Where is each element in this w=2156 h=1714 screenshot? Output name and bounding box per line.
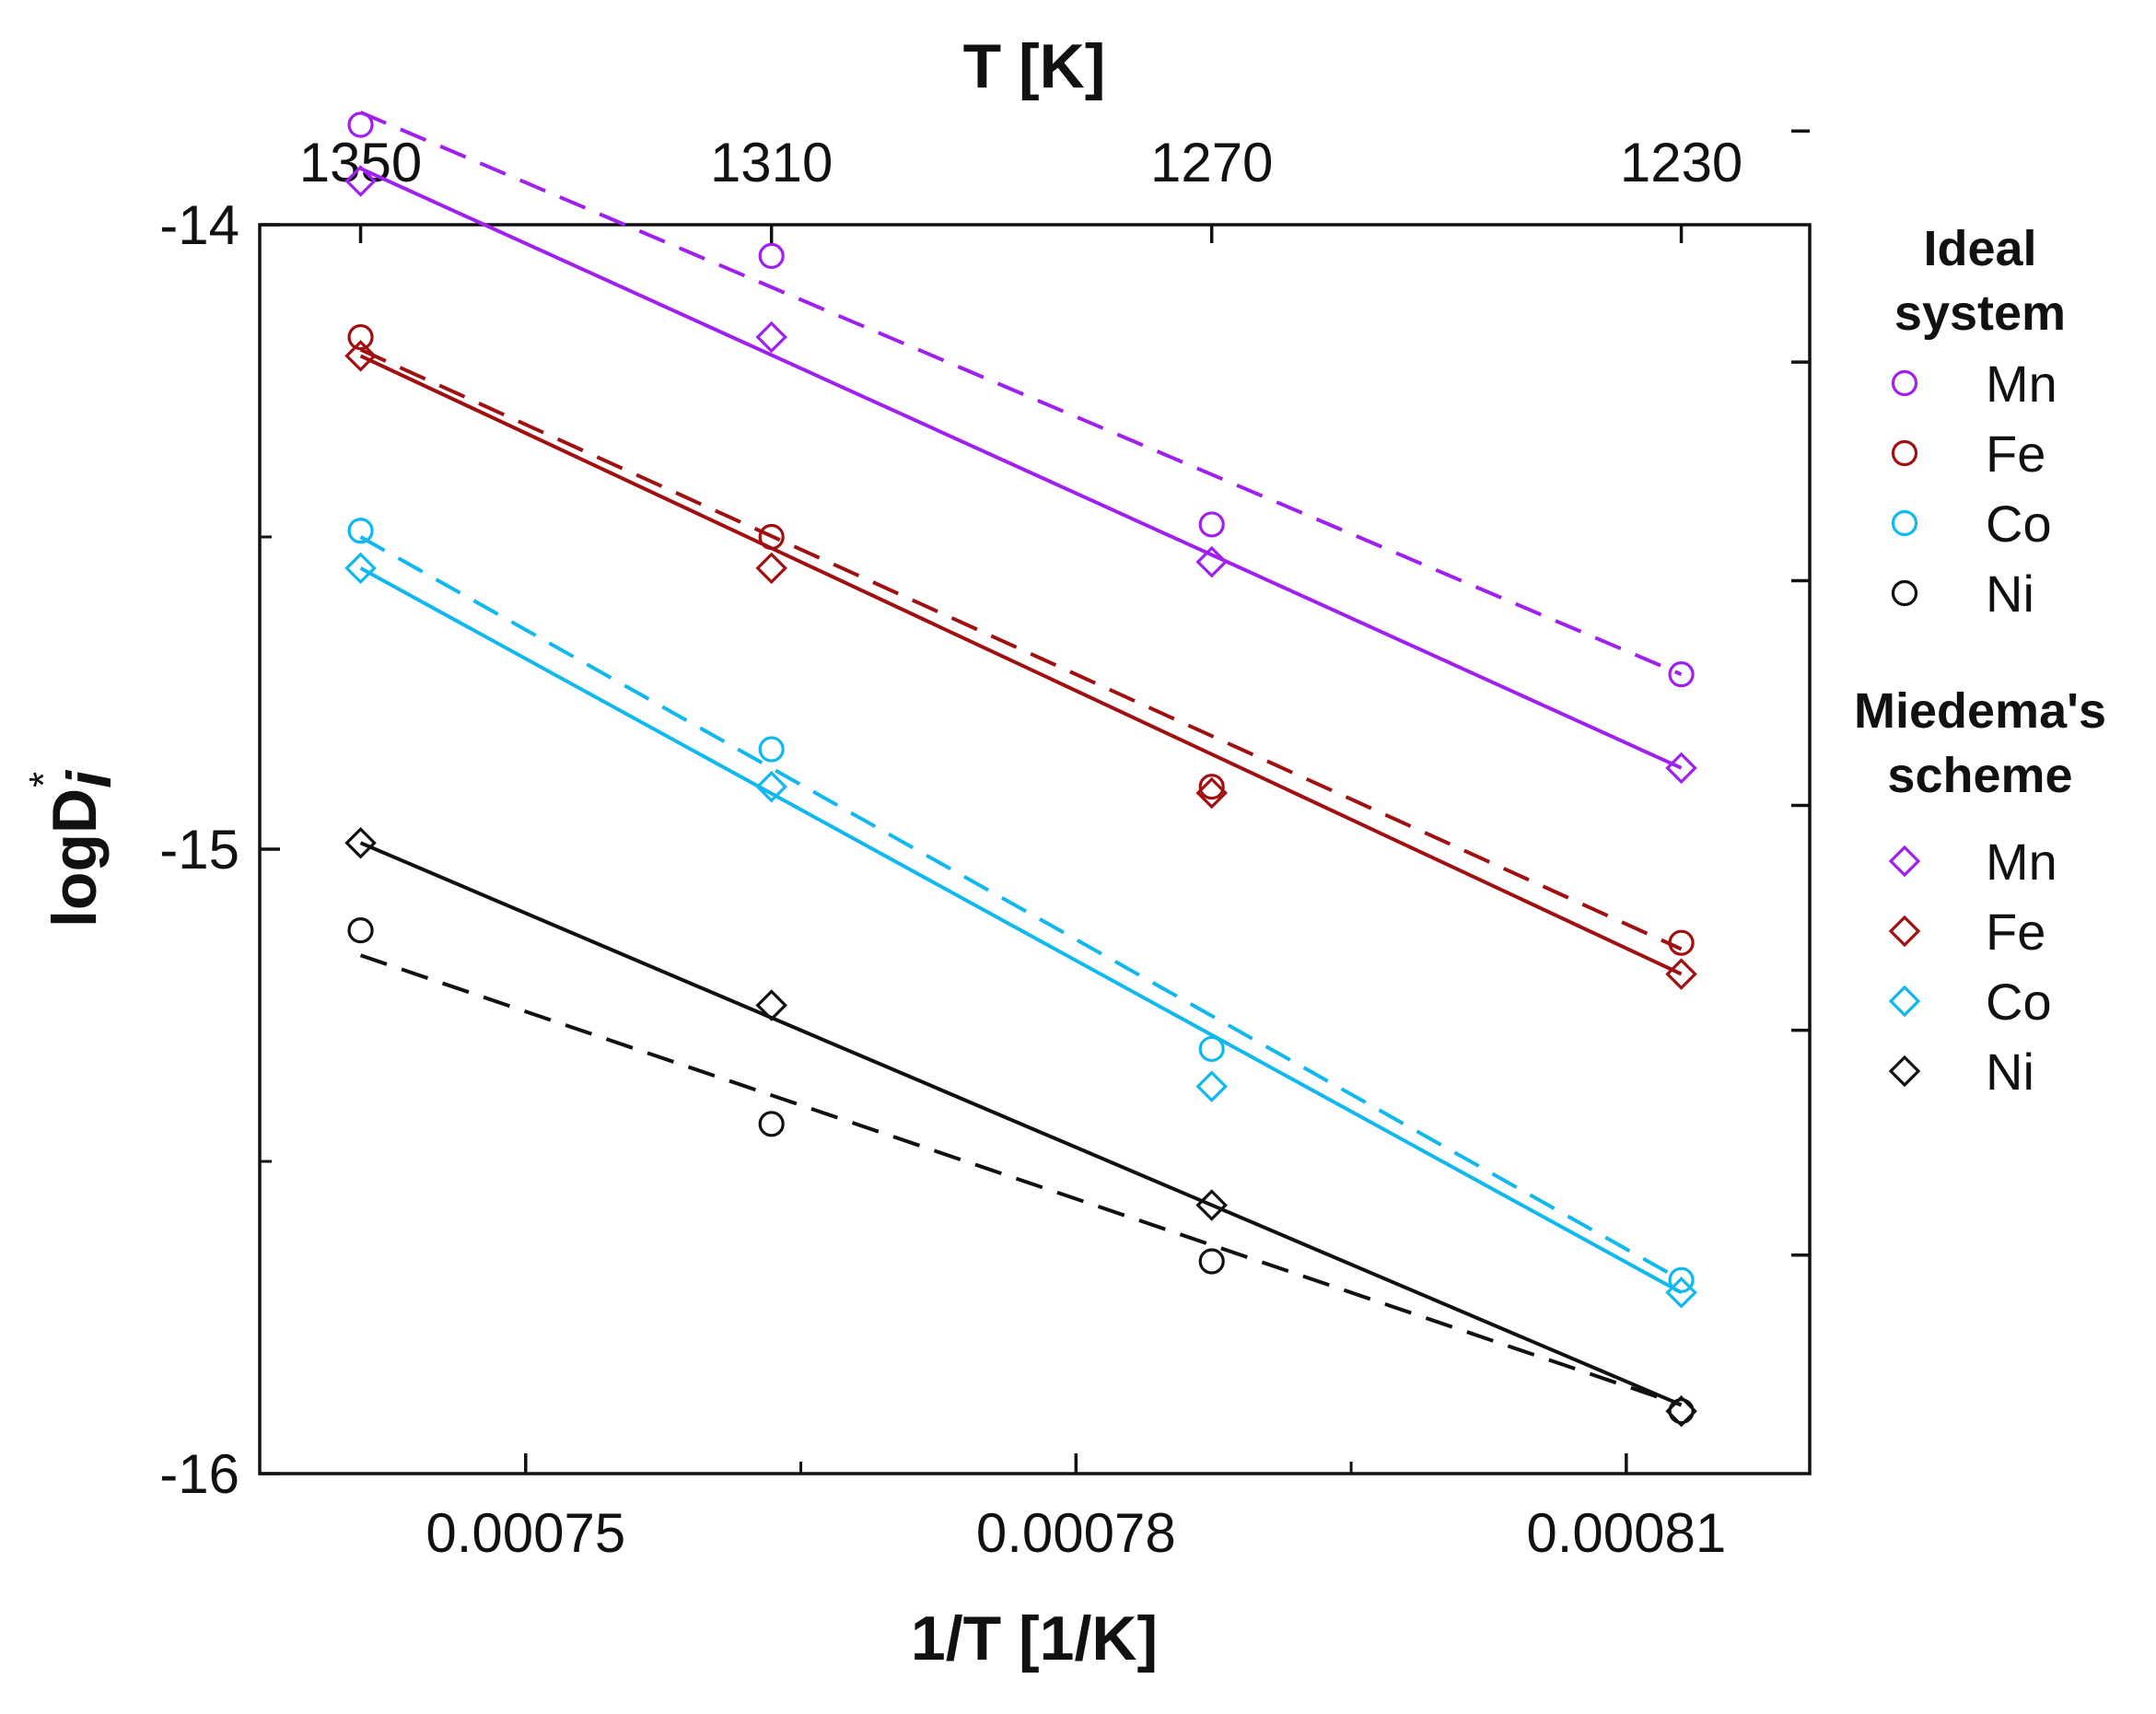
- data-point-ni-ideal: [758, 1111, 785, 1137]
- legend-circle-marker: [1891, 509, 1918, 537]
- data-point-ni-miedema: [1665, 1394, 1697, 1428]
- fit-line-fe-ideal: [359, 347, 1683, 951]
- fit-lines-layer: [359, 111, 1683, 1407]
- legend-entry-fe-ideal: Fe: [1891, 425, 2045, 483]
- data-point-fe-ideal: [1198, 774, 1225, 800]
- x-axis-title: 1/T [1/K]: [911, 1603, 1158, 1673]
- y-axis-title: logDi*: [21, 769, 124, 927]
- data-point-mn-miedema: [755, 321, 787, 354]
- legend-label: Co: [1986, 973, 2052, 1031]
- legend-label: Fe: [1986, 903, 2045, 961]
- data-point-co-ideal: [758, 736, 785, 763]
- legend-group-title: scheme: [1887, 748, 2072, 803]
- legend-entry-ni-ideal: Ni: [1891, 565, 2034, 623]
- top-tick-label: 1350: [299, 132, 422, 193]
- legend-group-title: system: [1894, 286, 2066, 341]
- data-point-ni-miedema: [755, 989, 787, 1021]
- legend-group-title: Ideal: [1923, 221, 2036, 276]
- legend-diamond-marker: [1888, 915, 1921, 948]
- data-point-mn-miedema: [344, 165, 377, 197]
- y-axis-title-superscript: *: [21, 772, 66, 787]
- data-point-ni-ideal: [1198, 1248, 1225, 1275]
- top-tick-label: 1310: [710, 132, 833, 193]
- fit-line-mn-miedema: [359, 167, 1683, 770]
- data-point-mn-ideal: [347, 111, 374, 138]
- data-point-fe-miedema: [1665, 958, 1697, 990]
- x-tick-label: 0.00081: [1526, 1502, 1726, 1564]
- legend-label: Co: [1986, 495, 2052, 553]
- x-tick-label: 0.00075: [425, 1502, 625, 1564]
- data-point-co-ideal: [1668, 1266, 1695, 1293]
- data-point-co-miedema: [344, 552, 377, 585]
- legend-label: Mn: [1986, 355, 2057, 413]
- legend-diamond-marker: [1888, 985, 1921, 1018]
- legend-label: Ni: [1986, 565, 2034, 623]
- legend-circle-marker: [1891, 579, 1918, 607]
- data-point-fe-ideal: [758, 523, 785, 551]
- data-point-mn-ideal: [1198, 511, 1225, 538]
- plot-frame: [258, 223, 1812, 1475]
- top-tick-label: 1230: [1620, 132, 1742, 193]
- data-point-ni-miedema: [1195, 1189, 1228, 1221]
- fit-line-co-miedema: [359, 566, 1683, 1295]
- y-axis-title-subscript: i: [54, 769, 124, 788]
- data-point-mn-miedema: [1195, 545, 1228, 578]
- fit-line-fe-miedema: [359, 354, 1683, 976]
- data-point-ni-ideal: [1668, 1398, 1695, 1425]
- y-axis-title-main: logD: [40, 788, 110, 927]
- legend-entry-ni-miedema: Ni: [1888, 1043, 2034, 1101]
- legend-circle-marker: [1891, 439, 1918, 467]
- legend-circle-marker: [1891, 369, 1918, 397]
- data-point-fe-ideal: [347, 323, 374, 351]
- data-point-fe-miedema: [755, 552, 787, 585]
- data-point-fe-ideal: [1668, 929, 1695, 956]
- data-point-mn-ideal: [758, 242, 785, 269]
- data-point-ni-ideal: [347, 917, 374, 944]
- legend-entry-fe-miedema: Fe: [1888, 903, 2045, 961]
- legend-label: Mn: [1986, 833, 2057, 891]
- data-point-mn-ideal: [1668, 661, 1695, 688]
- x-tick-label: 0.00078: [976, 1502, 1176, 1564]
- fit-line-co-ideal: [359, 535, 1683, 1282]
- legend-entry-co-miedema: Co: [1888, 973, 2052, 1031]
- fit-line-mn-ideal: [359, 111, 1683, 677]
- legend-entry-mn-ideal: Mn: [1891, 355, 2057, 413]
- data-point-co-miedema: [1665, 1277, 1697, 1309]
- legend-diamond-marker: [1888, 845, 1921, 878]
- data-point-fe-miedema: [1195, 776, 1228, 810]
- top-tick-label: 1270: [1150, 132, 1273, 193]
- data-point-mn-miedema: [1665, 752, 1697, 785]
- y-tick-label: -14: [159, 194, 239, 256]
- data-point-co-miedema: [755, 770, 787, 803]
- data-point-fe-miedema: [344, 340, 377, 372]
- fit-line-ni-ideal: [359, 953, 1683, 1407]
- legend-label: Ni: [1986, 1043, 2034, 1101]
- legend-entry-co-ideal: Co: [1891, 495, 2052, 553]
- data-point-co-miedema: [1195, 1070, 1228, 1102]
- data-point-ni-miedema: [344, 826, 377, 859]
- legend-diamond-marker: [1888, 1055, 1921, 1088]
- axes-layer: 0.00075 0.00078 0.00081 -16 -15 -14 1350 1310 12…: [159, 129, 1810, 1564]
- legend-entry-mn-miedema: Mn: [1888, 833, 2057, 891]
- data-point-co-ideal: [347, 518, 374, 544]
- fit-line-ni-miedema: [359, 841, 1683, 1407]
- data-point-co-ideal: [1198, 1035, 1225, 1063]
- legend-group-title: Miedema's: [1854, 683, 2106, 739]
- legend-label: Fe: [1986, 425, 2045, 483]
- y-tick-label: -15: [159, 819, 239, 880]
- legend: Ideal system Mn Fe Co Ni Miedema's scheme Mn Fe Co…: [1854, 221, 2106, 1101]
- markers-layer: [344, 111, 1697, 1428]
- top-axis-title: T [K]: [963, 31, 1106, 101]
- y-tick-label: -16: [159, 1443, 239, 1505]
